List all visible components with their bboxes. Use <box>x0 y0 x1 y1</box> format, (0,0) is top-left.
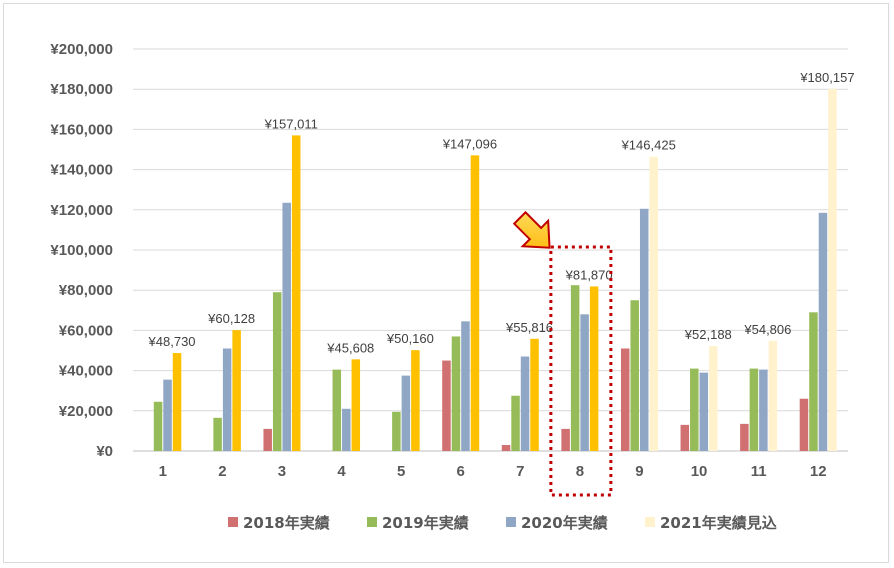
legend-label: 2018年実績 <box>243 514 330 532</box>
highlight-box <box>549 245 613 497</box>
bar-2-2 <box>213 417 222 451</box>
legend-label: 2021年実績見込 <box>660 514 777 532</box>
data-label: ¥55,816 <box>505 320 553 335</box>
legend-label: 2019年実績 <box>382 514 469 532</box>
x-axis: 1 2 3 4 5 6 7 8 9 10 11 12 <box>159 463 827 480</box>
bar-4-10 <box>709 346 718 451</box>
bar-4-3 <box>291 135 301 451</box>
bar-1-12 <box>799 398 809 451</box>
bar-3-7 <box>520 356 530 451</box>
x-tick-label: 9 <box>635 463 643 480</box>
bar-1-9 <box>620 348 630 451</box>
data-label: ¥54,806 <box>743 322 791 337</box>
y-tick-label: ¥0 <box>96 443 113 460</box>
x-tick-label: 1 <box>159 463 167 480</box>
bar-2-11 <box>749 368 759 451</box>
x-tick-label: 5 <box>397 463 405 480</box>
bar-4-12 <box>828 88 837 451</box>
y-tick-label: ¥80,000 <box>59 282 113 299</box>
y-axis: ¥0 ¥20,000 ¥40,000 ¥60,000 ¥80,000 ¥100,000 ¥1… <box>50 41 113 460</box>
y-tick-label: ¥180,000 <box>50 81 113 98</box>
data-label: ¥146,425 <box>621 138 676 153</box>
bar-1-8 <box>561 428 570 451</box>
bar-4-8 <box>589 286 599 451</box>
y-tick-label: ¥120,000 <box>50 202 113 219</box>
bar-3-6 <box>461 321 470 451</box>
highlight-annotation <box>512 210 613 497</box>
bar-3-9 <box>639 208 649 451</box>
y-tick-label: ¥200,000 <box>50 41 113 58</box>
bar-2-12 <box>809 312 818 451</box>
x-tick-label: 12 <box>810 463 827 480</box>
y-tick-label: ¥40,000 <box>59 363 113 380</box>
y-tick-label: ¥60,000 <box>59 322 113 339</box>
bar-3-5 <box>401 375 411 451</box>
x-tick-label: 7 <box>516 463 524 480</box>
bar-2-1 <box>153 401 163 451</box>
bar-3-3 <box>282 202 291 451</box>
data-label: ¥52,188 <box>684 327 732 342</box>
bar-2-3 <box>272 292 282 451</box>
x-tick-label: 8 <box>576 463 584 480</box>
bars <box>153 88 837 452</box>
bar-4-4 <box>351 359 361 451</box>
data-label: ¥60,128 <box>207 311 255 326</box>
data-label: ¥147,096 <box>442 136 497 151</box>
bar-3-11 <box>759 369 768 451</box>
legend-swatch <box>228 517 238 527</box>
legend-label: 2020年実績 <box>521 514 608 532</box>
bar-2-7 <box>511 395 520 451</box>
bar-3-12 <box>818 212 828 451</box>
bar-2-4 <box>332 369 342 451</box>
legend-swatch <box>367 517 377 527</box>
x-tick-label: 3 <box>278 463 286 480</box>
highlight-arrow-icon <box>512 210 551 249</box>
x-tick-label: 4 <box>337 463 346 480</box>
data-label: ¥180,157 <box>799 70 854 85</box>
chart-frame <box>3 3 889 563</box>
y-tick-label: ¥160,000 <box>50 121 113 138</box>
x-tick-label: 6 <box>457 463 465 480</box>
bar-4-5 <box>411 350 420 451</box>
legend: 2018年実績 2019年実績 2020年実績 2021年実績見込 <box>228 514 777 532</box>
bar-1-7 <box>501 444 511 451</box>
bar-4-7 <box>530 338 539 451</box>
x-tick-label: 10 <box>691 463 708 480</box>
data-label: ¥81,870 <box>565 267 613 282</box>
bar-1-3 <box>263 428 272 451</box>
bar-1-10 <box>680 424 690 451</box>
y-tick-label: ¥100,000 <box>50 242 113 259</box>
bar-3-2 <box>222 348 232 451</box>
bar-4-9 <box>649 156 658 452</box>
data-labels: ¥48,730 ¥60,128 ¥157,011 ¥45,608 ¥50,160 ¥147… <box>148 70 855 355</box>
y-tick-label: ¥140,000 <box>50 162 113 179</box>
gridlines <box>133 48 848 452</box>
bar-4-11 <box>768 340 778 451</box>
bar-2-8 <box>570 285 580 451</box>
bar-3-4 <box>342 408 351 451</box>
bar-2-9 <box>630 300 639 451</box>
bar-2-6 <box>451 336 461 451</box>
y-tick-label: ¥20,000 <box>59 403 113 420</box>
bar-3-1 <box>163 379 172 451</box>
legend-swatch <box>506 517 516 527</box>
data-label: ¥50,160 <box>386 331 434 346</box>
bar-4-2 <box>232 330 241 451</box>
bar-3-10 <box>699 372 709 451</box>
x-tick-label: 2 <box>218 463 226 480</box>
bar-1-11 <box>740 423 749 451</box>
bar-3-8 <box>580 314 589 451</box>
x-tick-label: 11 <box>751 463 767 480</box>
bar-2-10 <box>690 368 699 451</box>
bar-4-6 <box>470 155 480 451</box>
legend-swatch <box>645 517 655 527</box>
data-label: ¥157,011 <box>264 116 318 131</box>
data-label: ¥45,608 <box>326 340 374 355</box>
bar-1-6 <box>442 360 451 451</box>
bar-4-1 <box>172 353 182 451</box>
bar-2-5 <box>392 411 401 451</box>
data-label: ¥48,730 <box>148 334 196 349</box>
